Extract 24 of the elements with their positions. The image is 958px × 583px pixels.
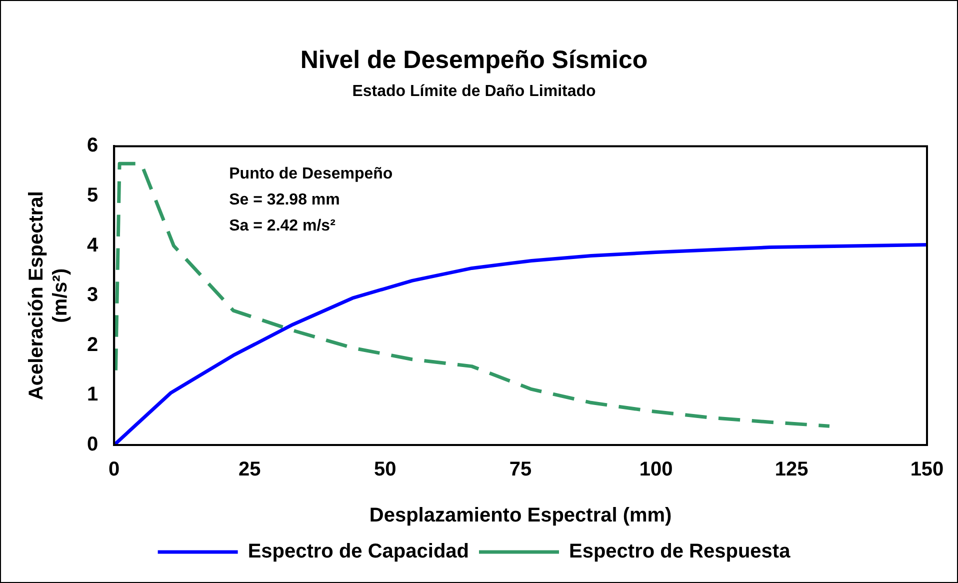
x-tick-label: 25 bbox=[238, 458, 261, 481]
x-tick-label: 50 bbox=[374, 458, 396, 481]
x-tick-label: 150 bbox=[910, 458, 944, 481]
y-tick-label: 5 bbox=[87, 184, 98, 207]
y-tick-label: 2 bbox=[87, 334, 98, 356]
line-series bbox=[114, 162, 832, 428]
annotation: Punto de Desempeño bbox=[229, 166, 393, 183]
legend-label: Espectro de Respuesta bbox=[568, 540, 792, 563]
legend-label: Espectro de Capacidad bbox=[248, 540, 469, 563]
x-axis-title: Desplazamiento Espectral (mm) bbox=[369, 504, 672, 527]
chart-title: Nivel de Desempeño Sísmico bbox=[300, 46, 648, 74]
annotation: Se = 32.98 mm bbox=[229, 192, 340, 209]
y-tick-label: 6 bbox=[87, 134, 98, 157]
x-tick-label: 100 bbox=[639, 458, 673, 481]
x-tick-label: 75 bbox=[509, 458, 532, 481]
y-axis-title: Aceleración Espectral (m/s²) bbox=[26, 191, 72, 400]
y-tick-label: 1 bbox=[87, 384, 98, 406]
y-tick-label: 3 bbox=[87, 284, 98, 306]
x-tick-label: 125 bbox=[774, 458, 808, 481]
chart-subtitle: Estado Límite de Daño Limitado bbox=[352, 83, 596, 100]
annotation: Sa = 2.42 m/s² bbox=[229, 218, 336, 235]
y-tick-label: 4 bbox=[87, 234, 99, 256]
x-tick-label: 0 bbox=[108, 458, 120, 481]
y-tick-label: 0 bbox=[87, 434, 98, 456]
